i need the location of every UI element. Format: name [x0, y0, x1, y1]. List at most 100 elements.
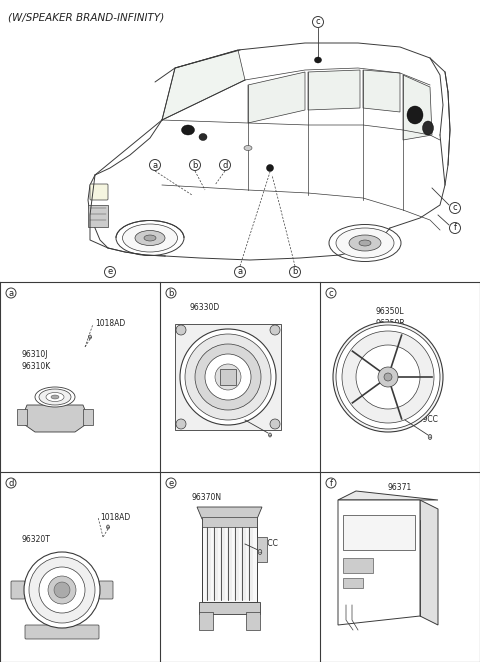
Ellipse shape	[116, 220, 184, 256]
Polygon shape	[403, 75, 432, 140]
Circle shape	[215, 364, 241, 390]
Circle shape	[356, 345, 420, 409]
Circle shape	[29, 557, 95, 623]
Circle shape	[270, 325, 280, 335]
Circle shape	[378, 367, 398, 387]
Circle shape	[195, 344, 261, 410]
Bar	[241, 519, 246, 600]
Ellipse shape	[349, 235, 381, 251]
Text: 96350L
96350R: 96350L 96350R	[375, 307, 405, 328]
Ellipse shape	[39, 389, 71, 405]
Ellipse shape	[144, 235, 156, 241]
Text: d: d	[8, 479, 14, 487]
Ellipse shape	[336, 228, 394, 258]
Text: b: b	[192, 160, 198, 169]
Text: 1339CC: 1339CC	[248, 540, 278, 549]
Text: f: f	[329, 479, 333, 487]
Text: a: a	[153, 160, 157, 169]
Text: c: c	[453, 203, 457, 213]
Ellipse shape	[107, 525, 109, 529]
Ellipse shape	[46, 393, 64, 401]
Circle shape	[333, 322, 443, 432]
Ellipse shape	[422, 121, 433, 135]
Ellipse shape	[244, 146, 252, 150]
Text: a: a	[238, 267, 242, 277]
FancyBboxPatch shape	[25, 625, 99, 639]
Polygon shape	[90, 43, 448, 260]
Text: 96310J
96310K: 96310J 96310K	[22, 350, 51, 371]
Text: c: c	[316, 17, 320, 26]
Text: (W/SPEAKER BRAND-INFINITY): (W/SPEAKER BRAND-INFINITY)	[8, 13, 164, 23]
Text: 96371: 96371	[388, 483, 412, 491]
Circle shape	[48, 576, 76, 604]
Ellipse shape	[258, 549, 262, 555]
Polygon shape	[308, 70, 360, 110]
Text: b: b	[168, 289, 174, 297]
Ellipse shape	[89, 335, 91, 339]
Circle shape	[270, 419, 280, 429]
Text: e: e	[108, 267, 113, 277]
Text: e: e	[168, 479, 174, 487]
Polygon shape	[338, 500, 420, 625]
FancyBboxPatch shape	[90, 184, 108, 200]
Bar	[202, 517, 257, 527]
Circle shape	[384, 373, 392, 381]
Circle shape	[185, 334, 271, 420]
Ellipse shape	[329, 224, 401, 261]
Circle shape	[54, 582, 70, 598]
Polygon shape	[248, 72, 305, 123]
Ellipse shape	[181, 125, 194, 135]
Ellipse shape	[314, 57, 322, 63]
Circle shape	[24, 552, 100, 628]
Circle shape	[39, 567, 85, 613]
Text: 96320T: 96320T	[22, 536, 51, 545]
Bar	[343, 515, 415, 550]
Text: 1018AD: 1018AD	[95, 320, 125, 328]
Text: a: a	[9, 289, 13, 297]
Bar	[206, 519, 211, 600]
Polygon shape	[162, 50, 245, 120]
Text: 1018AD: 1018AD	[100, 512, 130, 522]
Polygon shape	[202, 517, 257, 602]
Polygon shape	[175, 324, 281, 430]
Bar	[246, 612, 260, 630]
Bar	[234, 519, 239, 600]
Text: d: d	[222, 160, 228, 169]
Ellipse shape	[269, 433, 271, 437]
Bar	[248, 519, 253, 600]
Circle shape	[336, 325, 440, 429]
Text: 96330D: 96330D	[190, 303, 220, 312]
Ellipse shape	[122, 224, 178, 252]
Bar	[199, 612, 213, 630]
Polygon shape	[420, 500, 438, 625]
Text: 1339CC: 1339CC	[408, 416, 438, 424]
Circle shape	[205, 354, 251, 400]
Circle shape	[176, 325, 186, 335]
Bar	[343, 558, 373, 573]
FancyBboxPatch shape	[11, 581, 25, 599]
Ellipse shape	[407, 106, 423, 124]
Ellipse shape	[35, 387, 75, 407]
Polygon shape	[23, 405, 87, 432]
Bar	[213, 519, 218, 600]
Ellipse shape	[51, 395, 59, 399]
Text: f: f	[454, 224, 456, 232]
Bar	[220, 369, 236, 385]
Text: 96370N: 96370N	[192, 493, 222, 502]
Circle shape	[342, 331, 434, 423]
Ellipse shape	[135, 230, 165, 246]
Circle shape	[180, 329, 276, 425]
Bar	[257, 537, 267, 562]
Bar	[88, 205, 108, 227]
Ellipse shape	[199, 134, 207, 140]
Ellipse shape	[428, 434, 432, 440]
Text: c: c	[329, 289, 333, 297]
Text: 1018AD: 1018AD	[248, 416, 278, 424]
Circle shape	[176, 419, 186, 429]
Bar	[220, 519, 225, 600]
Polygon shape	[363, 70, 400, 112]
FancyBboxPatch shape	[99, 581, 113, 599]
Bar	[343, 578, 363, 588]
Polygon shape	[338, 491, 438, 500]
Ellipse shape	[359, 240, 371, 246]
